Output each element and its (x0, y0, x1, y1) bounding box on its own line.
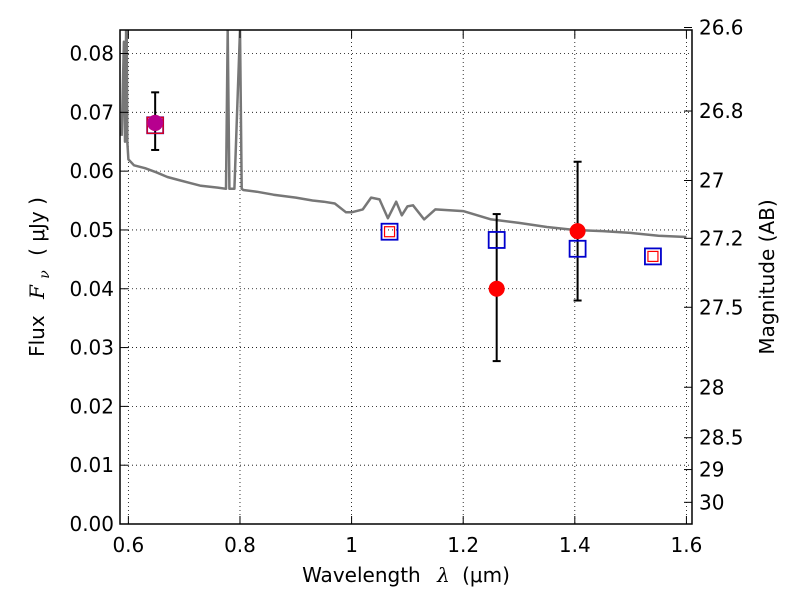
y-tick-label: 0.01 (69, 453, 114, 477)
plot-frame (119, 29, 693, 525)
x-tick-label: 1.2 (447, 533, 479, 557)
y-tick-label: 0.03 (69, 336, 114, 360)
x-tick-label: 1.4 (559, 533, 591, 557)
observed-point-overlap (147, 114, 164, 131)
y-tick-label: 0.02 (69, 394, 114, 418)
model-spectrum-line (120, 30, 687, 239)
y-axis-label-prefix: Flux (25, 315, 49, 357)
y2-tick-label: 29 (699, 458, 724, 482)
x-axis-label-symbol: λ (436, 563, 450, 587)
y2-tick-label: 27 (699, 169, 724, 193)
observed-point (488, 280, 505, 297)
y2-tick-label: 27.2 (699, 226, 744, 250)
y2-tick-label: 26.8 (699, 99, 744, 123)
y-tick-label: 0.07 (69, 100, 114, 124)
y-axis-label-symbol: F (25, 284, 49, 300)
y-tick-label: 0.06 (69, 159, 114, 183)
y2-tick-label: 26.6 (699, 16, 744, 40)
y-tick-label: 0.05 (69, 218, 114, 242)
y-tick-label: 0.08 (69, 42, 114, 66)
y2-tick-label: 28 (699, 375, 724, 399)
x-axis-label-unit: (μm) (462, 563, 510, 587)
x-axis-label: Wavelength λ (μm) (302, 563, 510, 587)
axis-ticks: 0.6 0.8 1 1.2 1.4 1.6 0.00 0.01 0.02 0.03 0.04 0.05… (69, 16, 743, 557)
model-photometry-inner-square (383, 226, 396, 238)
y-axis-label: Flux F ν ( μJy ) (25, 197, 54, 357)
y-tick-label: 0.04 (69, 277, 114, 301)
model-photometry-square (380, 222, 399, 241)
model-photometry-square (487, 231, 506, 249)
x-tick-label: 0.6 (112, 533, 144, 557)
x-tick-label: 0.8 (224, 533, 256, 557)
y2-tick-label: 30 (699, 490, 724, 514)
y-axis-label-subscript: ν (37, 270, 53, 279)
x-tick-label: 1.6 (671, 533, 703, 557)
x-tick-label: 1 (345, 533, 358, 557)
model-photometry-square (644, 247, 662, 266)
y2-axis-label: Magnitude (AB) (755, 199, 779, 354)
x-axis-label-prefix: Wavelength (302, 563, 421, 587)
y-axis-label-unit: ( μJy ) (25, 197, 49, 256)
observed-point (569, 223, 586, 240)
grid-lines (120, 30, 692, 525)
y2-tick-label: 28.5 (699, 426, 744, 450)
y-tick-label: 0.00 (69, 512, 114, 536)
model-photometry-inner-square (647, 250, 659, 263)
y2-tick-label: 27.5 (699, 295, 744, 319)
model-photometry-square (568, 239, 587, 258)
plot-area (120, 30, 687, 363)
